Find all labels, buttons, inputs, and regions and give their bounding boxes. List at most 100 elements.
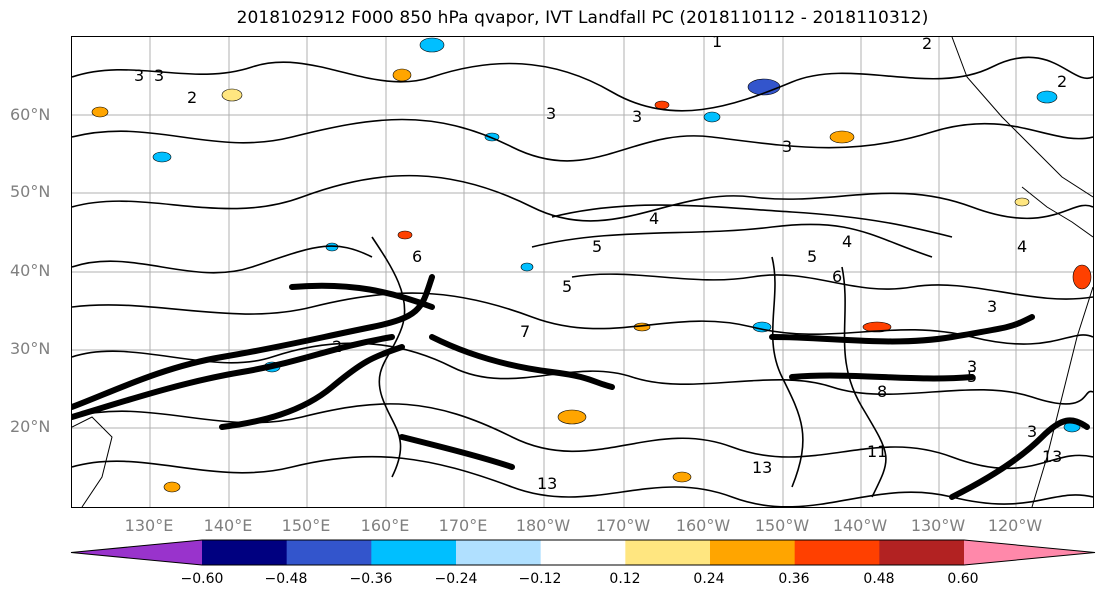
coastline-british-columbia bbox=[1021, 186, 1093, 238]
anomaly-blob bbox=[392, 68, 412, 82]
lon-label-150e: 150°E bbox=[281, 516, 331, 535]
ivt-contours-thick bbox=[72, 274, 1090, 500]
anomaly-blob bbox=[163, 481, 181, 493]
contour-label: 3 bbox=[632, 107, 642, 126]
contour-line bbox=[371, 236, 406, 478]
lon-label-140e: 140°E bbox=[203, 516, 253, 535]
contour-label: 3 bbox=[546, 104, 556, 123]
atmospheric-river-band bbox=[72, 274, 435, 410]
colorbar-tick-label: −0.36 bbox=[349, 571, 393, 587]
colorbar-tick-label: 0.36 bbox=[778, 571, 810, 587]
colorbar-segment bbox=[794, 540, 880, 565]
lon-label-180w: 180°W bbox=[515, 516, 571, 535]
contour-line bbox=[771, 256, 804, 488]
anomaly-blob bbox=[862, 321, 892, 333]
colorbar-tick-label: −0.24 bbox=[434, 571, 478, 587]
map-panel: 3 3 3 2 1 2 2 3 3 4 5 5 4 4 3 5 7 6 5 8 bbox=[71, 36, 1094, 508]
atmospheric-river-band bbox=[289, 282, 435, 310]
contour-label: 13 bbox=[752, 458, 772, 477]
lon-label-130e: 130°E bbox=[124, 516, 174, 535]
map-title: 2018102912 F000 850 hPa qvapor, IVT Land… bbox=[236, 8, 929, 28]
contour-line bbox=[841, 266, 887, 498]
lon-label-140w: 140°W bbox=[832, 516, 888, 535]
lon-label-150w: 150°W bbox=[754, 516, 810, 535]
anomaly-blob bbox=[221, 88, 243, 102]
colorbar-tick-label: 0.48 bbox=[863, 571, 895, 587]
contour-label: 2 bbox=[187, 88, 197, 107]
contour-label: 3 bbox=[134, 66, 144, 85]
atmospheric-river-band bbox=[72, 334, 395, 420]
anomaly-blob bbox=[1072, 264, 1092, 290]
lon-label-160w: 160°W bbox=[675, 516, 731, 535]
colorbar-outline bbox=[70, 539, 1096, 566]
colorbar-segment bbox=[202, 540, 288, 565]
contour-label: 5 bbox=[592, 237, 602, 256]
colorbar-tick-label: 0.60 bbox=[947, 571, 979, 587]
colorbar-extend-max bbox=[964, 540, 1095, 565]
colorbar-segments bbox=[70, 539, 1096, 566]
anomaly-blob bbox=[1036, 90, 1058, 104]
lon-label-170w: 170°W bbox=[595, 516, 651, 535]
contour-line bbox=[72, 174, 1093, 222]
contour-label: 2 bbox=[922, 37, 932, 53]
map-canvas: 3 3 3 2 1 2 2 3 3 4 5 5 4 4 3 5 7 6 5 8 bbox=[72, 37, 1093, 507]
contour-label: 3 bbox=[154, 66, 164, 85]
anomaly-blob bbox=[829, 130, 855, 144]
contour-label: 2 bbox=[332, 337, 342, 356]
contour-label: 3 bbox=[1027, 422, 1037, 441]
qvapor-anomaly-fills bbox=[91, 37, 1092, 493]
contour-label: 5 bbox=[967, 367, 977, 386]
anomaly-blob bbox=[520, 262, 534, 272]
contour-line bbox=[571, 273, 1093, 300]
colorbar-segment bbox=[625, 540, 711, 565]
lon-label-170e: 170°E bbox=[438, 516, 488, 535]
contour-line bbox=[72, 292, 1093, 345]
colorbar-segment bbox=[371, 540, 457, 565]
contour-line bbox=[72, 342, 1093, 405]
ivt-contours-thin bbox=[72, 56, 1093, 507]
colorbar-segment bbox=[540, 540, 626, 565]
contour-label: 4 bbox=[1017, 237, 1027, 256]
contour-label: 5 bbox=[562, 277, 572, 296]
colorbar-tick-label: −0.12 bbox=[518, 571, 562, 587]
contour-label: 3 bbox=[987, 297, 997, 316]
colorbar-segment bbox=[879, 540, 965, 565]
contour-line bbox=[72, 56, 1093, 112]
contour-line bbox=[72, 455, 1093, 507]
atmospheric-river-band bbox=[769, 314, 1035, 345]
anomaly-blob bbox=[397, 230, 413, 240]
contour-line bbox=[72, 245, 373, 274]
colorbar-segment bbox=[286, 540, 372, 565]
anomaly-blob bbox=[672, 471, 692, 483]
contour-label: 3 bbox=[967, 357, 977, 376]
anomaly-blob bbox=[91, 106, 109, 118]
contour-label: 7 bbox=[520, 322, 530, 341]
colorbar-tick-label: −0.48 bbox=[264, 571, 308, 587]
contour-label: 3 bbox=[782, 137, 792, 156]
coastline-east-asia bbox=[72, 416, 113, 507]
atmospheric-river-band bbox=[219, 344, 405, 430]
coastlines bbox=[72, 37, 1093, 507]
contour-label: 8 bbox=[877, 382, 887, 401]
anomaly-blob bbox=[703, 111, 721, 123]
atmospheric-river-band bbox=[399, 434, 515, 470]
map-gridlines bbox=[72, 37, 1093, 507]
contour-line bbox=[72, 403, 1093, 470]
contour-label: 11 bbox=[867, 442, 887, 461]
colorbar bbox=[70, 539, 1096, 566]
anomaly-blob bbox=[557, 409, 587, 425]
contour-label: 6 bbox=[832, 267, 842, 286]
coastline-alaska bbox=[951, 37, 1093, 198]
atmospheric-river-band bbox=[949, 417, 1090, 500]
anomaly-blob bbox=[152, 151, 172, 163]
lon-label-120w: 120°W bbox=[987, 516, 1043, 535]
colorbar-tick-label: 0.24 bbox=[693, 571, 725, 587]
colorbar-tick-label: −0.60 bbox=[180, 571, 224, 587]
lat-label-40n: 40°N bbox=[10, 261, 51, 280]
contour-line bbox=[72, 118, 1093, 162]
colorbar-extend-min bbox=[71, 540, 202, 565]
colorbar-segment bbox=[456, 540, 542, 565]
atmospheric-river-band bbox=[429, 334, 615, 390]
lat-label-60n: 60°N bbox=[10, 105, 51, 124]
lat-label-50n: 50°N bbox=[10, 182, 51, 201]
